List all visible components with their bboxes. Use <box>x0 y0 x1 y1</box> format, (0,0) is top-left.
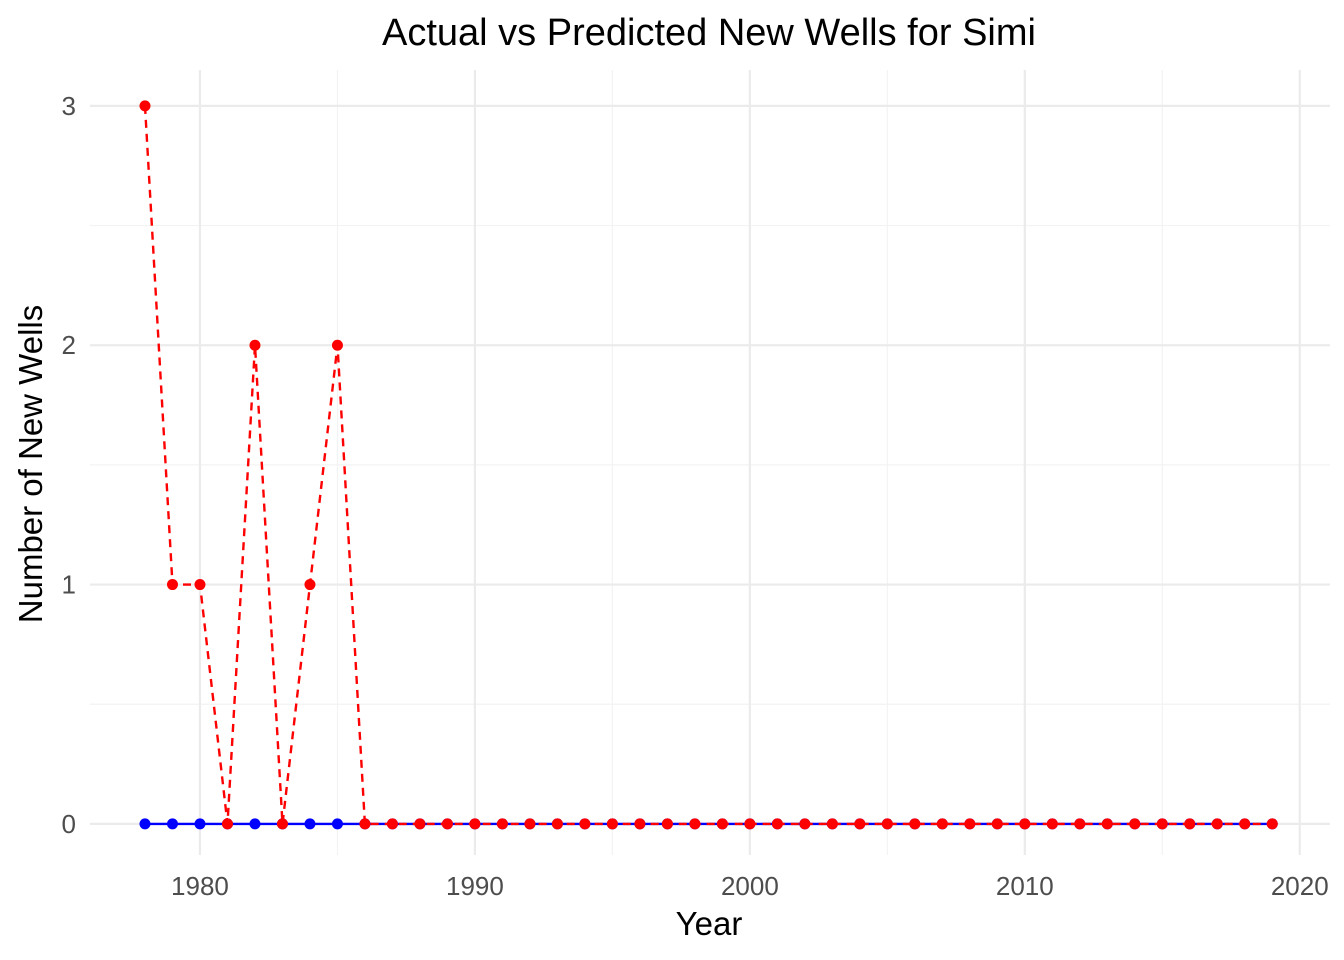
series-2-point <box>139 100 151 112</box>
series-2-point <box>414 818 426 830</box>
series-2-point <box>551 818 563 830</box>
y-tick-label: 2 <box>62 330 76 360</box>
x-axis-ticks: 1980 1990 2000 2010 2020 <box>171 871 1329 901</box>
y-tick-label: 3 <box>62 91 76 121</box>
series-2-point <box>249 339 261 351</box>
series-2-point <box>909 818 921 830</box>
series-2-point <box>936 818 948 830</box>
x-tick-label: 2000 <box>721 871 779 901</box>
series-2-point <box>221 818 233 830</box>
series-2-point <box>771 818 783 830</box>
series-1-point <box>331 818 343 830</box>
series-2-point <box>496 818 508 830</box>
series-2-point <box>1074 818 1086 830</box>
series-1-point <box>249 818 261 830</box>
series-2-point <box>1239 818 1251 830</box>
series-2-point <box>1184 818 1196 830</box>
y-axis-label: Number of New Wells <box>12 305 49 623</box>
x-tick-label: 2010 <box>996 871 1054 901</box>
series-2-line <box>143 105 1273 826</box>
series-2 <box>139 100 1278 830</box>
series-2-point <box>524 818 536 830</box>
major-gridlines <box>90 70 1330 855</box>
series-2-point <box>469 818 481 830</box>
series-2-point <box>166 579 178 591</box>
series-2-point <box>331 339 343 351</box>
x-axis-label: Year <box>676 905 743 942</box>
series-2-point <box>276 818 288 830</box>
series-2-point <box>964 818 976 830</box>
series-2-point <box>1046 818 1058 830</box>
series-2-point <box>359 818 371 830</box>
series-2-point <box>854 818 866 830</box>
series-2-point <box>606 818 618 830</box>
series-2-point <box>689 818 701 830</box>
series-2-point <box>799 818 811 830</box>
series-1-point <box>139 818 151 830</box>
series-2-point <box>716 818 728 830</box>
series-2-point <box>194 579 206 591</box>
x-tick-label: 1990 <box>446 871 504 901</box>
series-2-point <box>441 818 453 830</box>
series-layer <box>139 100 1278 830</box>
series-2-point <box>881 818 893 830</box>
series-2-point <box>634 818 646 830</box>
series-2-point <box>579 818 591 830</box>
series-2-point <box>1129 818 1141 830</box>
series-1-point <box>304 818 316 830</box>
y-axis-ticks: 0 1 2 3 <box>62 91 76 839</box>
series-2-point <box>1156 818 1168 830</box>
series-2-point <box>991 818 1003 830</box>
x-tick-label: 2020 <box>1271 871 1329 901</box>
chart-title: Actual vs Predicted New Wells for Simi <box>382 12 1036 54</box>
y-tick-label: 1 <box>62 570 76 600</box>
series-1-point <box>166 818 178 830</box>
minor-gridlines <box>90 70 1330 855</box>
series-2-point <box>1101 818 1113 830</box>
series-2-point <box>1266 818 1278 830</box>
series-2-point <box>826 818 838 830</box>
series-2-point <box>1211 818 1223 830</box>
series-2-point <box>744 818 756 830</box>
series-2-point <box>1019 818 1031 830</box>
series-1-point <box>194 818 206 830</box>
series-2-point <box>661 818 673 830</box>
series-2-point <box>386 818 398 830</box>
series-2-point <box>304 579 316 591</box>
x-tick-label: 1980 <box>171 871 229 901</box>
y-tick-label: 0 <box>62 809 76 839</box>
